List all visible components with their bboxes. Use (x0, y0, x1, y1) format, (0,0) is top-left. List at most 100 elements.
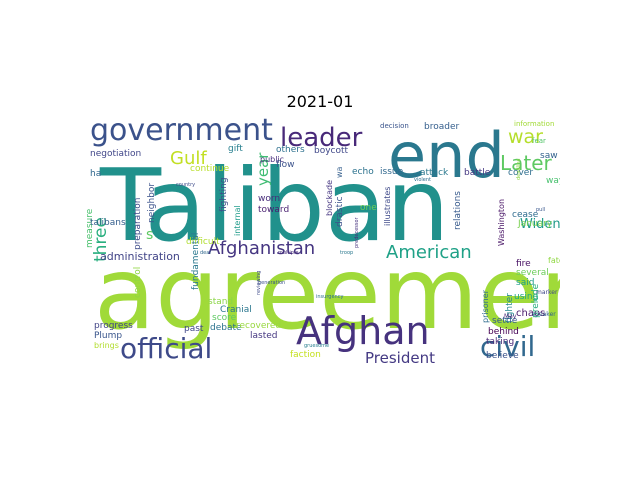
word-worn: worn (258, 194, 280, 204)
word-battle: battle (464, 168, 491, 178)
word-later: Later (500, 151, 553, 175)
word-neighbor: neighbor (147, 183, 157, 223)
word-negotiation: negotiation (90, 149, 141, 159)
word-taliban: Taliban (99, 147, 450, 264)
wordcloud-canvas: agreementTalibanend Afghan government offic… (85, 118, 560, 363)
word-drastic: drastic (335, 196, 345, 227)
word-predecessor: predecessor (354, 216, 360, 248)
word-fire: fire (516, 259, 531, 269)
word-saw: saw (540, 151, 558, 161)
word-information: information (514, 120, 554, 128)
word-control: control (133, 267, 143, 298)
word-decision: decision (380, 122, 409, 130)
word-fighting: fighting (219, 177, 229, 212)
word-year: year (254, 152, 272, 186)
word-lasted: lasted (250, 331, 277, 341)
word-insurgency: insurgency (316, 294, 343, 300)
word-score: score (212, 313, 237, 323)
word-official: official (120, 332, 212, 363)
word-s: s (146, 227, 153, 243)
word-public: public (260, 155, 284, 164)
word-toward: toward (258, 205, 289, 215)
word-believe: believe (486, 351, 519, 361)
word-fundamental: fundamental (191, 233, 201, 290)
word-marker: marker (536, 289, 558, 296)
word-fear: fear (532, 137, 546, 145)
word-past: past (184, 324, 204, 334)
word-settle: settle (492, 316, 518, 326)
word-using: using (514, 292, 538, 302)
word-behind: behind (488, 327, 519, 337)
wordcloud-panel: agreementTalibanend Afghan government offic… (80, 118, 560, 363)
word-afghan: Afghan (296, 309, 430, 353)
word-reviewing: reviewing (256, 271, 262, 295)
word-recovered: recovered (236, 321, 281, 331)
word-echo: echo (352, 167, 374, 177)
word-afghanistan: Afghanistan (208, 238, 315, 259)
word-deadline: deadline (516, 158, 522, 180)
word-country: country (176, 182, 195, 188)
word-ha: ha (90, 169, 101, 179)
word-pull: pull (536, 207, 545, 213)
word-gulf: Gulf (170, 148, 207, 169)
word-cover: cover (508, 168, 533, 178)
word-preparation: preparation (133, 198, 143, 250)
word-prisoner: prisoner (481, 289, 490, 323)
word-measure: measure (85, 208, 95, 248)
word-president: President (365, 349, 435, 363)
word-chaos: chaos (516, 308, 545, 319)
word-january: January (517, 219, 553, 229)
word-administration: administration (100, 250, 180, 263)
word-taking: taking (486, 337, 514, 347)
word-illustrates: illustrates (383, 187, 392, 226)
word-fate: fate (548, 256, 560, 265)
word-civil: civil (480, 330, 535, 363)
word-prelude: prelude (531, 283, 541, 318)
word-talibans: talibans (90, 218, 126, 228)
word-fighter: fighter (505, 293, 515, 323)
word-generation: generation (258, 280, 285, 286)
word-issue: issue (380, 167, 404, 177)
word-plump: Plump (94, 331, 122, 341)
word-blockade: blockade (325, 180, 334, 216)
word-washington: Washington (497, 199, 506, 246)
word-troop: troop (340, 250, 353, 256)
word-relations: relations (453, 191, 463, 230)
word-boycott: boycott (314, 146, 349, 156)
word-flow: flow (276, 160, 295, 170)
word-broader: broader (424, 122, 459, 132)
word-government: government (90, 118, 273, 148)
word-debate: debate (210, 323, 242, 333)
word-several: several (516, 268, 549, 278)
word-said: said (516, 278, 534, 288)
word-stand: stand (208, 297, 233, 307)
word-may: May (504, 313, 517, 320)
word-continue: continue (190, 164, 230, 174)
word-three: three (91, 217, 111, 262)
word-deal: deal (200, 250, 211, 256)
word-speaker: speaker (532, 311, 556, 318)
wordcloud-title: 2021-01 (286, 92, 354, 111)
word-way: way (546, 176, 560, 186)
word-attack: attack (420, 168, 449, 178)
word-gift: gift (228, 144, 243, 154)
word-widen: Widen (520, 217, 560, 232)
word-progress: progress (94, 321, 133, 331)
word-faction: faction (290, 350, 321, 360)
word-war: war (508, 126, 543, 148)
word-agreement: agreement (94, 235, 560, 352)
word-end: end (388, 119, 505, 192)
word-american: American (386, 242, 472, 263)
word-internal: internal (233, 205, 242, 236)
word-wa: wa (335, 166, 344, 178)
word-cease: cease (512, 210, 539, 220)
word-brings: brings (94, 341, 119, 350)
word-cranial: Cranial (220, 305, 252, 315)
word-one: one (360, 203, 377, 213)
word-leader: leader (280, 123, 363, 153)
word-gruesome: gruesome (304, 343, 329, 349)
word-multiple: multiple (278, 250, 298, 256)
word-others: others (276, 145, 305, 155)
word-difficult: difficult (186, 237, 220, 247)
word-violent: violent (414, 177, 431, 183)
